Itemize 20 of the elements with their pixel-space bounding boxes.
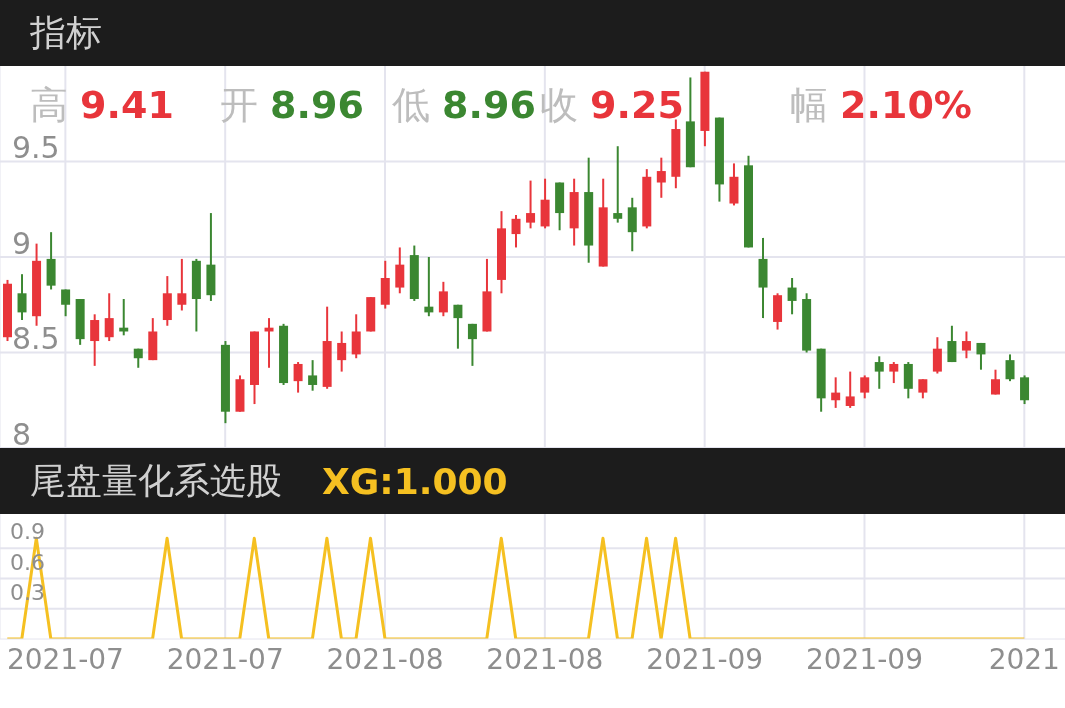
chart-title: 尾盘量化系选股 [30,458,282,503]
annotation: 开 8.96 [220,83,364,127]
x-tick-label: 2021-08 [326,643,444,676]
x-tick-label: 2021-07 [6,643,124,676]
chart-title: 指标 [30,10,102,55]
annotation: 收 9.25 [540,83,684,127]
annotation: 高 9.41 [30,83,174,127]
x-tick-label: 2021-09 [646,643,764,676]
annotation: 低 8.96 [392,83,536,127]
y-tick-label: 8.5 [12,321,60,356]
x-tick-label: 2021-08 [486,643,604,676]
annotation: 幅 2.10% [790,83,972,127]
x-tick-label: 2021-07 [166,643,284,676]
y-tick-label: 9 [12,225,32,261]
y-tick-label: 9.5 [12,130,60,165]
x-tick-label: 2021 [988,643,1060,676]
x-tick-label: 2021-09 [806,643,923,676]
y-tick-label: 0.9 [10,519,45,545]
y-tick-label: 8 [12,416,32,452]
series-label: XG:1.000 [322,460,508,502]
